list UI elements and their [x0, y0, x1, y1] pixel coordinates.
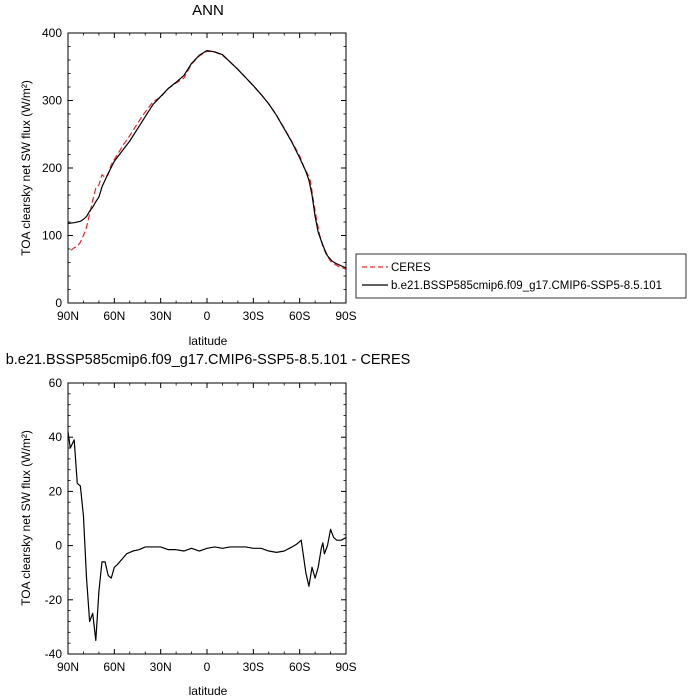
bottom-panel-x-axis-label: latitude: [189, 684, 228, 698]
top-panel-y-axis-label: TOA clearsky net SW flux (W/m²): [19, 80, 33, 256]
top-panel-ticks: 90N 60N 30N 0 30S 60S 90S 0 100 200 300 400: [42, 26, 357, 323]
top-panel-x-tick-label: 90N: [57, 309, 79, 323]
bottom-panel-x-tick-label: 30S: [243, 660, 264, 674]
bottom-panel: b.e21.BSSP585cmip6.f09_g17.CMIP6-SSP5-8.…: [6, 352, 411, 698]
bottom-panel-y-tick-label: 20: [49, 484, 63, 498]
top-panel-x-tick-label: 30S: [243, 309, 264, 323]
top-panel-title: ANN: [192, 2, 224, 19]
top-panel-y-tick-label: 200: [42, 161, 62, 175]
bottom-panel-title: b.e21.BSSP585cmip6.f09_g17.CMIP6-SSP5-8.…: [6, 352, 411, 368]
bottom-panel-x-tick-label: 90S: [335, 660, 356, 674]
bottom-panel-y-tick-label: 0: [55, 539, 62, 553]
bottom-panel-y-tick-label: 40: [49, 430, 63, 444]
bottom-panel-x-tick-label: 60S: [289, 660, 310, 674]
top-panel-series-line-1: [70, 50, 347, 270]
bottom-panel-x-tick-label: 0: [204, 660, 211, 674]
top-panel-y-tick-label: 400: [42, 26, 62, 40]
top-panel-x-tick-label: 30N: [150, 309, 172, 323]
top-panel-x-tick-label: 90S: [335, 309, 356, 323]
bottom-panel-y-tick-label: -20: [45, 593, 63, 607]
bottom-panel-y-axis-label: TOA clearsky net SW flux (W/m²): [19, 430, 33, 606]
top-panel-x-axis-label: latitude: [189, 334, 228, 348]
bottom-panel-x-tick-label: 60N: [103, 660, 125, 674]
top-panel-y-tick-label: 300: [42, 94, 62, 108]
legend-label-ceres: CERES: [391, 262, 431, 274]
bottom-panel-frame: [67, 382, 347, 655]
top-panel-x-tick-label: 60S: [289, 309, 310, 323]
top-panel: ANN 90N 60N 30N 0 30S 60S 90S 0 100 200 300 400 lat…: [19, 2, 357, 348]
top-panel-series: [67, 49, 347, 270]
legend-box: [355, 253, 687, 299]
bottom-panel-y-tick-label: -40: [45, 647, 63, 661]
legend: CERES b.e21.BSSP585cmip6.f09_g17.CMIP6-S…: [355, 253, 687, 299]
top-panel-y-tick-label: 100: [42, 229, 62, 243]
bottom-panel-series-line-1: [67, 431, 347, 642]
top-panel-x-tick-label: 60N: [103, 309, 125, 323]
top-panel-series-line-2: [67, 49, 347, 269]
top-panel-y-tick-label: 0: [55, 296, 62, 310]
bottom-panel-x-tick-label: 90N: [57, 660, 79, 674]
bottom-panel-ticks: 90N 60N 30N 0 30S 60S 90S -40 -20 0 20 40 60: [45, 376, 357, 674]
bottom-panel-y-tick-label: 60: [49, 376, 63, 390]
bottom-panel-x-tick-label: 30N: [150, 660, 172, 674]
legend-label-model: b.e21.BSSP585cmip6.f09_g17.CMIP6-SSP5-8.…: [391, 280, 662, 292]
bottom-panel-series: [67, 431, 347, 642]
top-panel-x-tick-label: 0: [204, 309, 211, 323]
